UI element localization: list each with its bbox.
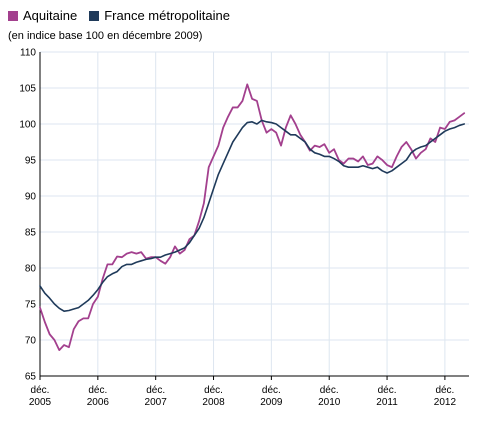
legend-label-aquitaine: Aquitaine (23, 8, 78, 23)
y-tick-label: 110 (20, 48, 36, 59)
y-tick-label: 105 (19, 84, 36, 95)
legend-swatch-france (89, 10, 100, 21)
x-tick-label-month: déc. (262, 385, 281, 396)
y-tick-label: 95 (25, 156, 37, 167)
x-tick-label-month: déc. (320, 385, 339, 396)
y-tick-label: 70 (25, 336, 37, 347)
x-tick-label-month: déc. (435, 385, 454, 396)
x-tick-label-year: 2005 (29, 397, 52, 408)
legend-swatch-aquitaine (8, 10, 18, 21)
x-tick-label-month: déc. (88, 385, 107, 396)
grid-layer (39, 51, 469, 377)
x-tick-label-year: 2011 (376, 397, 398, 408)
y-tick-label: 100 (19, 120, 36, 131)
x-tick-label-month: déc. (31, 385, 50, 396)
legend-item-aquitaine: Aquitaine (8, 8, 77, 23)
y-tick-label: 65 (25, 372, 37, 383)
x-tick-label-year: 2010 (318, 397, 341, 408)
x-tick-label-year: 2007 (145, 397, 168, 408)
y-tick-label: 80 (25, 264, 37, 275)
legend-label-france: France métropolitaine (104, 8, 230, 23)
legend: Aquitaine France métropolitaine (8, 8, 242, 23)
label-layer: 65707580859095100105110déc.2005déc.2006d… (19, 48, 457, 409)
series-line-aquitaine (39, 83, 466, 351)
legend-item-france: France métropolitaine (89, 8, 230, 23)
series-layer (39, 83, 466, 351)
y-tick-label: 75 (25, 300, 37, 311)
x-tick-label-year: 2009 (260, 397, 283, 408)
x-tick-label-year: 2012 (434, 397, 457, 408)
x-tick-label-month: déc. (378, 385, 397, 396)
x-tick-label-year: 2008 (202, 397, 225, 408)
axis-layer (39, 52, 469, 380)
series-line-france (39, 119, 465, 313)
x-tick-label-month: déc. (146, 385, 165, 396)
x-tick-label-month: déc. (204, 385, 223, 396)
x-tick-label-year: 2006 (87, 397, 110, 408)
chart-subtitle: (en indice base 100 en décembre 2009) (8, 30, 203, 42)
y-tick-label: 85 (25, 228, 37, 239)
y-tick-label: 90 (25, 192, 37, 203)
